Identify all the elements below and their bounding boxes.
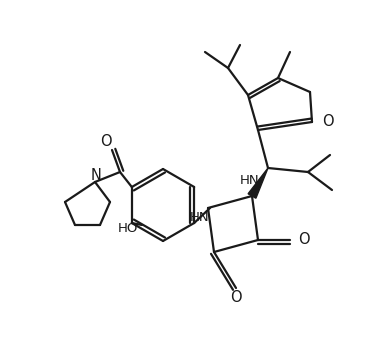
- Polygon shape: [248, 168, 268, 198]
- Text: N: N: [91, 168, 101, 183]
- Text: O: O: [230, 290, 242, 306]
- Text: HO: HO: [118, 221, 138, 235]
- Text: O: O: [322, 114, 334, 128]
- Text: O: O: [100, 135, 112, 149]
- Text: HN: HN: [240, 173, 260, 187]
- Text: HN: HN: [189, 211, 209, 224]
- Text: O: O: [298, 233, 310, 247]
